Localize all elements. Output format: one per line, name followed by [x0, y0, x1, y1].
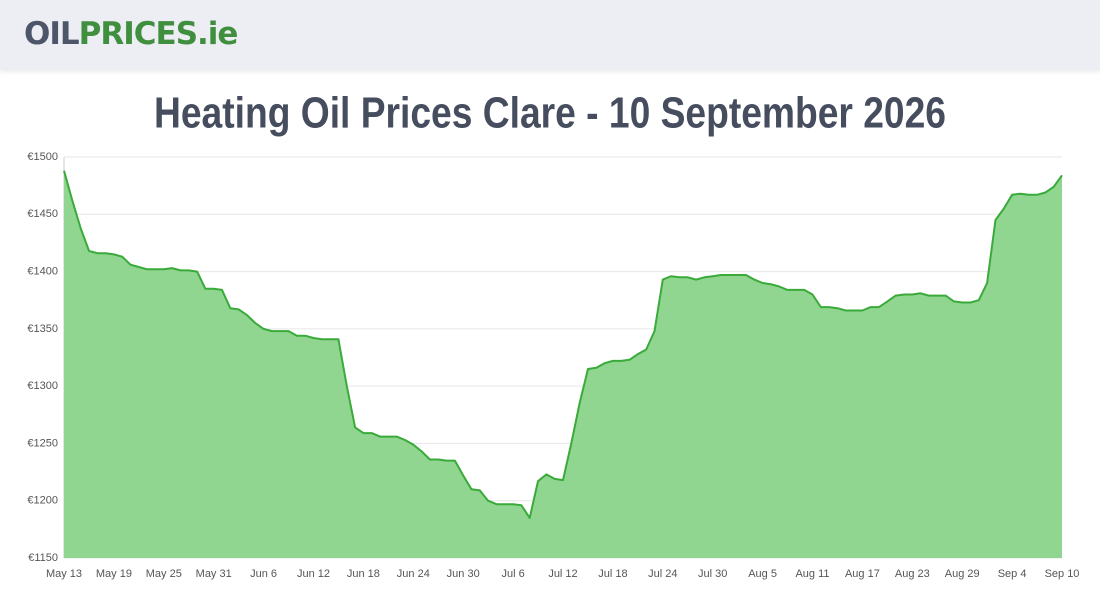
chart: Heating Oil Prices Clare - 10 September … — [27, 89, 1080, 580]
x-tick-label: May 31 — [196, 568, 232, 580]
x-tick-label: Sep 4 — [998, 568, 1027, 580]
y-tick-label: €1150 — [28, 552, 58, 564]
logo-text: OIL — [24, 16, 80, 52]
y-tick-label: €1300 — [27, 380, 58, 392]
area-fill — [64, 170, 1062, 558]
x-tick-label: Jul 18 — [598, 568, 627, 580]
logo[interactable]: OILPRICES.ie — [24, 16, 239, 52]
x-tick-label: Sep 10 — [1045, 568, 1080, 580]
x-tick-label: May 13 — [46, 568, 82, 580]
y-tick-label: €1450 — [27, 208, 58, 220]
x-tick-label: Aug 17 — [845, 568, 880, 580]
y-tick-label: €1400 — [27, 265, 58, 277]
chart-title: Heating Oil Prices Clare - 10 September … — [154, 89, 946, 138]
x-tick-label: Jun 18 — [347, 568, 380, 580]
x-tick-label: Jul 24 — [648, 568, 677, 580]
x-tick-label: Jun 6 — [250, 568, 277, 580]
y-tick-label: €1350 — [27, 323, 58, 335]
header: OILPRICES.ie — [0, 0, 1100, 70]
x-tick-label: May 19 — [96, 568, 132, 580]
x-tick-label: Aug 29 — [945, 568, 980, 580]
line — [63, 170, 1063, 519]
x-tick-label: Jul 12 — [548, 568, 577, 580]
x-tick-label: Aug 23 — [895, 568, 930, 580]
x-tick-label: Jun 30 — [447, 568, 480, 580]
x-tick-label: Jun 12 — [297, 568, 330, 580]
y-tick-label: €1200 — [27, 495, 58, 507]
x-tick-label: May 25 — [146, 568, 182, 580]
x-tick-label: Aug 5 — [748, 568, 777, 580]
y-tick-label: €1500 — [27, 151, 58, 163]
x-tick-label: Jul 6 — [501, 568, 524, 580]
x-tick-label: Jul 30 — [698, 568, 727, 580]
x-tick-label: Aug 11 — [795, 568, 829, 580]
logo-text: PRICES.ie — [78, 16, 239, 52]
x-tick-label: Jun 24 — [397, 568, 430, 580]
y-tick-label: €1250 — [27, 437, 58, 449]
